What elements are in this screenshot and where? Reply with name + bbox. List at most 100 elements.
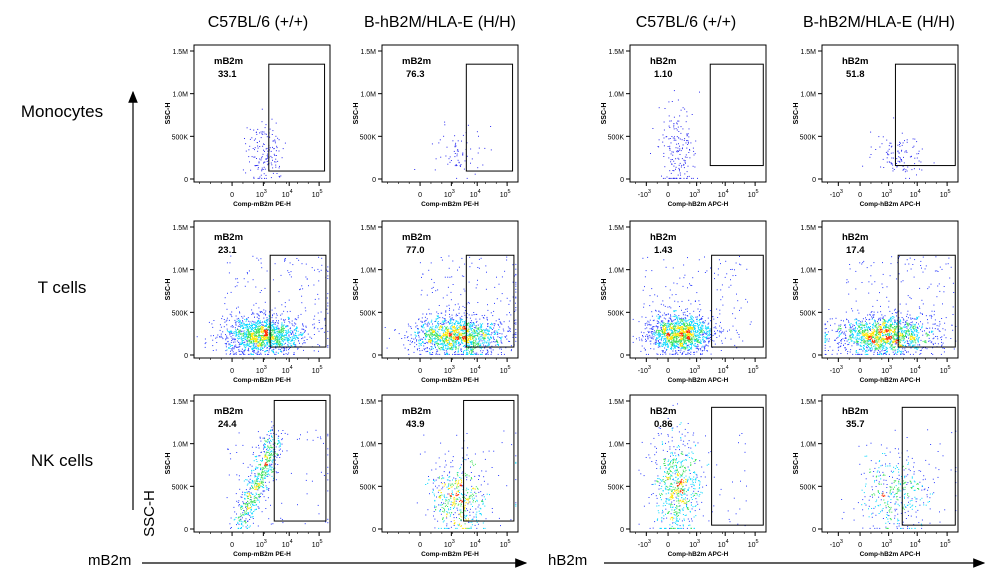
- event-dot: [248, 332, 250, 334]
- event-dot: [489, 334, 490, 336]
- event-dot: [478, 345, 480, 347]
- event-dot: [695, 325, 697, 327]
- event-dot: [435, 290, 437, 292]
- event-dot: [421, 326, 423, 328]
- event-dot: [423, 324, 424, 326]
- event-dot: [242, 320, 243, 322]
- event-dot: [462, 328, 464, 330]
- event-dot: [684, 336, 686, 338]
- event-dot: [275, 351, 277, 353]
- event-dot: [274, 337, 276, 339]
- event-dot: [263, 143, 264, 145]
- event-dot: [327, 275, 329, 277]
- event-dot: [488, 329, 490, 331]
- event-dot: [696, 339, 698, 341]
- event-dot: [240, 350, 242, 352]
- event-dot: [276, 328, 278, 330]
- event-dot: [469, 317, 471, 319]
- event-dot: [287, 344, 289, 346]
- event-dot: [269, 128, 271, 130]
- event-dot: [682, 346, 684, 348]
- event-dot: [709, 328, 711, 330]
- event-dot: [443, 348, 445, 350]
- event-dot: [671, 320, 673, 322]
- event-dot: [450, 327, 452, 329]
- event-dot: [261, 338, 263, 340]
- event-dot: [668, 157, 670, 159]
- event-dot: [248, 331, 250, 332]
- event-dot: [463, 275, 465, 277]
- event-dot: [272, 351, 274, 353]
- event-dot: [436, 326, 438, 328]
- event-dot: [246, 127, 248, 129]
- event-dot: [274, 142, 276, 144]
- event-dot: [467, 353, 469, 355]
- x-tick-label: 0: [666, 192, 670, 199]
- event-dot: [281, 331, 283, 333]
- event-dot: [688, 344, 690, 346]
- event-dot: [238, 338, 240, 340]
- event-dot: [515, 296, 517, 298]
- event-dot: [231, 340, 233, 341]
- event-dot: [249, 145, 251, 147]
- event-dot: [230, 326, 232, 328]
- event-dot: [668, 101, 670, 103]
- event-dot: [434, 346, 436, 348]
- event-dot: [435, 342, 437, 344]
- event-dot: [262, 333, 264, 334]
- event-dot: [697, 345, 699, 347]
- event-dot: [254, 334, 256, 336]
- event-dot: [429, 349, 431, 351]
- event-dot: [655, 341, 657, 343]
- event-dot: [472, 337, 474, 339]
- event-dot: [264, 336, 266, 338]
- event-dot: [249, 334, 251, 336]
- event-dot: [663, 342, 665, 343]
- event-dot: [220, 333, 222, 335]
- plot-frame: [821, 44, 959, 183]
- event-dot: [421, 317, 423, 319]
- event-dot: [487, 319, 488, 321]
- event-dot: [439, 353, 441, 355]
- event-dot: [695, 331, 697, 333]
- event-dot: [424, 349, 426, 351]
- event-dot: [488, 344, 490, 346]
- event-dot: [273, 331, 275, 333]
- event-dot: [477, 344, 479, 346]
- event-dot: [258, 329, 260, 331]
- event-dot: [695, 334, 697, 336]
- event-dot: [423, 337, 425, 339]
- event-dot: [484, 345, 486, 347]
- event-dot: [473, 312, 475, 313]
- event-dot: [246, 340, 248, 341]
- event-dot: [465, 350, 467, 352]
- event-dot: [235, 278, 237, 280]
- event-dot: [726, 273, 728, 275]
- event-dot: [486, 318, 488, 320]
- event-dot: [691, 285, 693, 286]
- event-dot: [689, 316, 691, 318]
- event-dot: [262, 321, 263, 323]
- event-dot: [678, 324, 680, 326]
- event-dot: [276, 343, 278, 345]
- event-dot: [278, 328, 280, 330]
- event-dot: [253, 330, 254, 332]
- event-dot: [683, 139, 685, 141]
- event-dot: [901, 150, 902, 152]
- event-dot: [226, 317, 228, 319]
- event-dot: [704, 272, 706, 273]
- x-tick-label: 104: [718, 189, 729, 199]
- event-dot: [701, 329, 703, 331]
- event-dot: [448, 327, 450, 329]
- event-dot: [258, 334, 260, 336]
- event-dot: [473, 342, 475, 343]
- event-dot: [682, 285, 684, 287]
- event-dot: [674, 353, 676, 355]
- event-dot: [324, 319, 326, 321]
- y-axis-label: SSC-H: [353, 103, 360, 125]
- event-dot: [255, 165, 257, 166]
- event-dot: [243, 342, 245, 343]
- event-dot: [483, 333, 484, 335]
- event-dot: [248, 334, 250, 336]
